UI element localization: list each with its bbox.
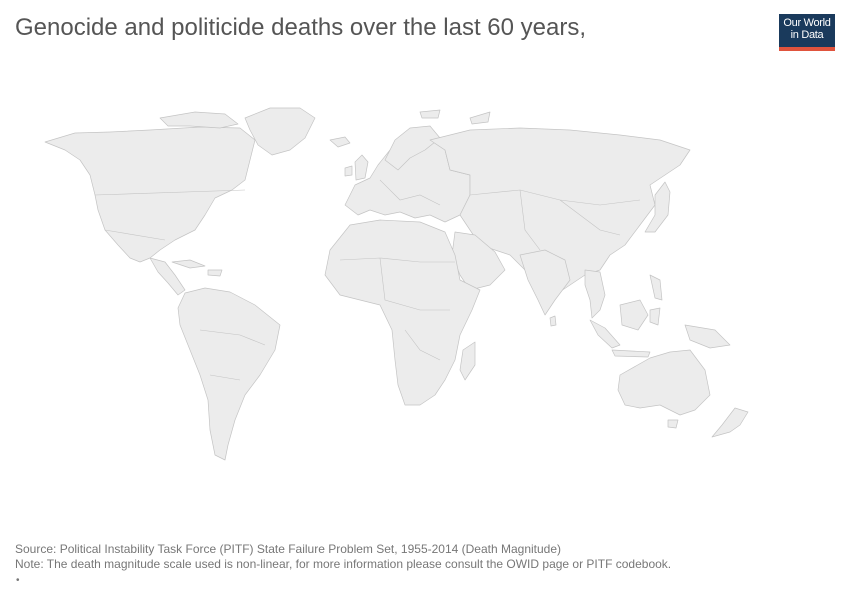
border-sa-2 (209, 374, 241, 381)
ireland (344, 165, 353, 177)
arctic-islands (159, 111, 239, 129)
world-map[interactable] (0, 60, 850, 480)
logo-underline (779, 47, 835, 51)
border-europe-1 (379, 179, 441, 206)
java (611, 349, 651, 358)
border-africa-1 (339, 257, 455, 263)
india (519, 249, 571, 316)
chart-footer: Source: Political Instability Task Force… (15, 542, 671, 572)
border-china (559, 199, 621, 236)
central-america (149, 257, 186, 296)
border-us-mexico (104, 229, 166, 241)
border-africa-3 (404, 329, 441, 361)
australia (617, 349, 711, 416)
tasmania (667, 419, 679, 429)
japan (644, 181, 671, 233)
madagascar (459, 341, 476, 381)
border-sa-1 (199, 329, 266, 346)
iceland (329, 136, 351, 148)
svalbard (419, 109, 441, 119)
novaya-zemlya (469, 111, 491, 125)
logo-line-2: in Data (790, 29, 824, 41)
chart-title: Genocide and politicide deaths over the … (15, 14, 587, 41)
border-africa-2 (379, 257, 450, 311)
new-zealand (711, 407, 749, 438)
border-us-canada (94, 189, 246, 196)
new-guinea (684, 324, 731, 349)
united-kingdom (354, 154, 369, 181)
africa (324, 219, 481, 406)
owid-logo[interactable]: Our World in Data (779, 14, 835, 51)
legend-bullet: • (16, 575, 20, 586)
sumatra (589, 319, 621, 349)
note-text: Note: The death magnitude scale used is … (15, 557, 672, 571)
south-america (177, 287, 281, 461)
sri-lanka (549, 315, 557, 327)
sulawesi (649, 307, 661, 326)
borneo (619, 299, 649, 331)
philippines (649, 274, 663, 301)
cuba (171, 259, 206, 269)
hispaniola (207, 269, 223, 277)
north-america (44, 126, 256, 263)
southeast-asia (584, 269, 606, 319)
border-asia-2 (519, 189, 541, 251)
logo-line-1: Our World (783, 17, 831, 29)
source-text: Source: Political Instability Task Force… (15, 542, 562, 556)
greenland (244, 107, 316, 156)
